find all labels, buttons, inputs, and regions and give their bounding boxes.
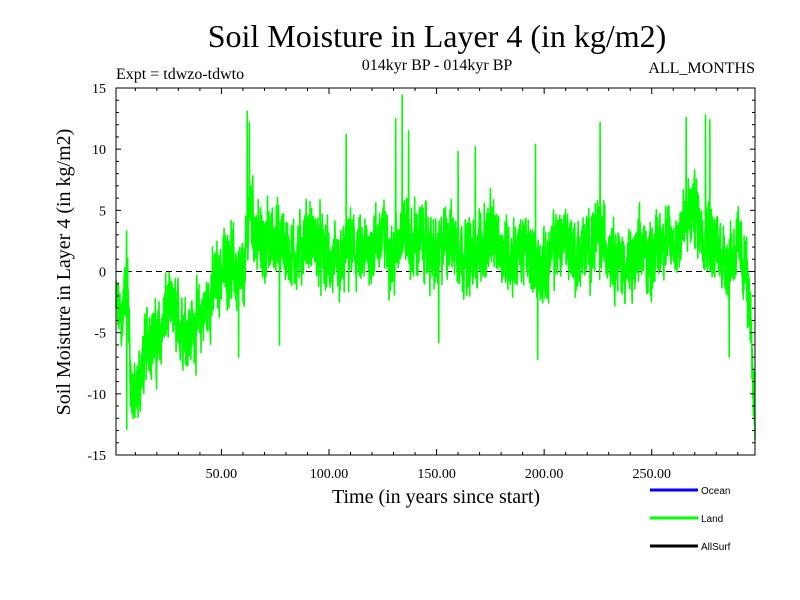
x-tick-label: 100.00 [310,467,349,482]
x-tick-label: 250.00 [632,467,671,482]
y-tick-label: -15 [87,449,106,464]
x-tick-label: 150.00 [417,467,456,482]
y-tick-label: 15 [92,82,106,97]
series-land-line [115,94,756,441]
y-tick-label: 10 [92,143,106,158]
legend-label-allsurf: AllSurf [701,542,731,553]
legend-label-land: Land [701,514,723,525]
legend: Ocean Land AllSurf [650,486,731,553]
y-tick-label: 0 [99,266,106,281]
x-tick-label: 50.00 [206,467,238,482]
x-axis-label: Time (in years since start) [332,486,540,508]
season-label: ALL_MONTHS [648,60,755,77]
y-tick-label: 5 [99,204,106,219]
period-label: 014kyr BP - 014kyr BP [362,57,513,74]
y-axis-label: Soil Moisture in Layer 4 (in kg/m2) [53,129,75,416]
legend-label-ocean: Ocean [701,486,730,497]
chart-title: Soil Moisture in Layer 4 (in kg/m2) [208,18,667,54]
y-tick-label: -5 [94,327,106,342]
x-tick-label: 200.00 [525,467,564,482]
x-axis: 50.00 100.00 150.00 200.00 250.00 [134,88,739,482]
plot-area [115,94,756,441]
experiment-label: Expt = tdwzo-tdwto [116,66,244,83]
y-tick-label: -10 [87,388,106,403]
y-axis: -15 -10 -5 0 5 10 15 [87,82,755,464]
